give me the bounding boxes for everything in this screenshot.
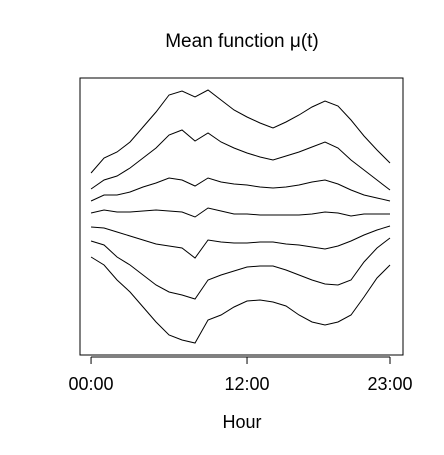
x-axis-label: Hour bbox=[222, 412, 261, 432]
x-tick-label: 23:00 bbox=[367, 374, 412, 394]
line bbox=[90, 237, 391, 300]
line bbox=[90, 89, 391, 174]
line bbox=[90, 129, 391, 191]
plot-frame bbox=[79, 77, 404, 356]
line bbox=[90, 207, 391, 218]
line bbox=[90, 256, 391, 344]
line bbox=[91, 225, 391, 259]
x-tick-label: 12:00 bbox=[225, 374, 270, 394]
chart-title: Mean function μ(t) bbox=[165, 31, 319, 52]
x-tick-label: 00:00 bbox=[69, 374, 114, 394]
line bbox=[90, 177, 391, 202]
